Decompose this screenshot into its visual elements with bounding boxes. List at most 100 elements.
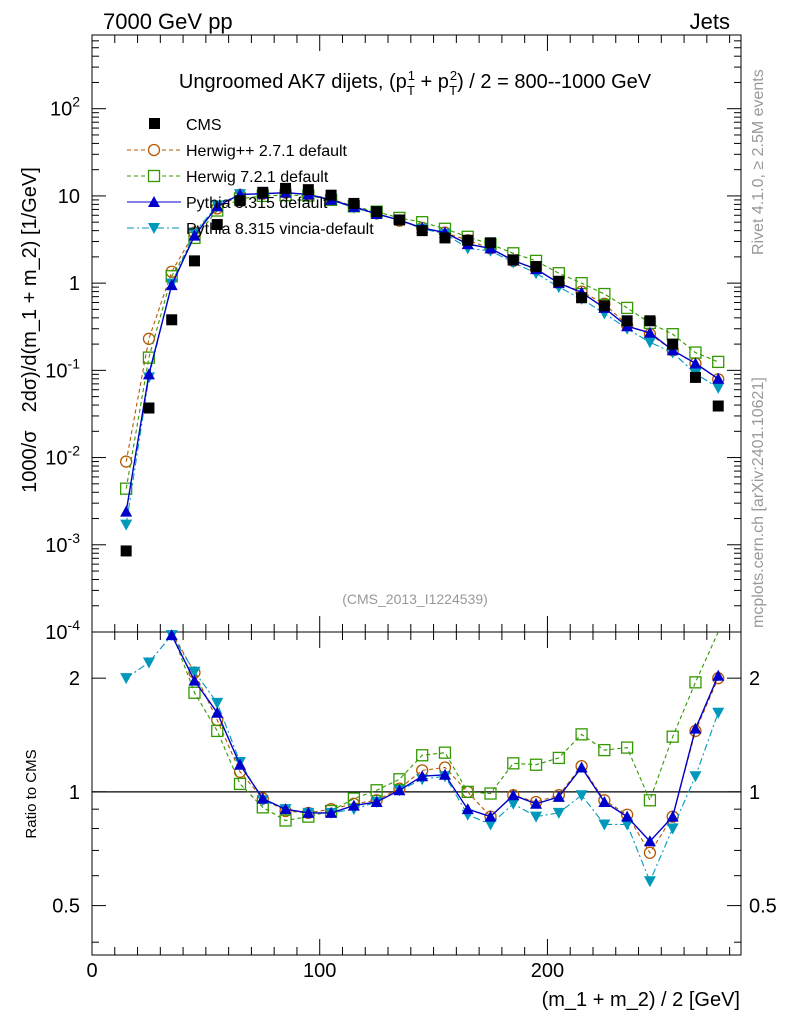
main-point-cms: [644, 315, 656, 327]
main-point-pythia-8-315-default: [120, 505, 133, 517]
main-y-tick-label: 10-2: [45, 443, 80, 470]
ratio-point-pythia-8-315-default: [438, 768, 451, 780]
main-point-cms: [302, 184, 314, 196]
ratio-point-pythia-8-315-default: [575, 761, 588, 773]
ratio-series-herwig-7-2-1-default: [171, 631, 719, 827]
ratio-point-herwig-7-2-1-default: [211, 724, 224, 738]
main-point-herwig-2-7-1-default: [142, 332, 156, 345]
ratio-y-tick-label-right: 0.5: [749, 896, 777, 918]
main-point-cms: [553, 275, 565, 287]
main-point-pythia-8-315-vincia-default: [712, 382, 725, 394]
main-point-cms: [598, 300, 610, 312]
main-point-cms: [439, 232, 451, 244]
ratio-point-pythia-8-315-default: [279, 803, 292, 815]
ratio-point-herwig-2-7-1-default: [643, 846, 657, 859]
legend-label-herwig7: Herwig 7.2.1 default: [186, 169, 329, 186]
ratio-point-pythia-8-315-default: [666, 810, 679, 822]
ratio-point-pythia-8-315-default: [211, 706, 224, 718]
main-point-pythia-8-315-default: [689, 357, 702, 369]
ratio-point-pythia-8-315-vincia-default: [598, 819, 611, 831]
legend-marker-cms: [149, 118, 160, 129]
main-point-cms: [576, 292, 588, 304]
ratio-point-herwig-7-2-1-default: [643, 794, 657, 807]
main-point-cms: [211, 219, 223, 231]
legend-entry-herwigpp: Herwig++ 2.7.1 default: [127, 143, 348, 160]
ratio-point-herwig-7-2-1-default: [416, 749, 429, 762]
main-y-axis-label: 1000/σ2dσ)/d(m_1 + m_2) [1/GeV]: [19, 167, 41, 493]
main-y-tick-label: 10-1: [45, 355, 80, 382]
main-y-tick-label: 10-3: [45, 530, 80, 557]
ratio-point-pythia-8-315-default: [712, 669, 725, 681]
legend-label-vincia: Pythia 8.315 vincia-default: [186, 221, 374, 238]
main-point-cms: [393, 214, 405, 226]
main-point-cms: [120, 545, 132, 557]
ratio-point-pythia-8-315-vincia-default: [120, 673, 133, 685]
rivet-version-label: Rivet 4.1.0, ≥ 2.5M events: [750, 69, 767, 255]
mcplots-url-label: mcplots.cern.ch [arXiv:2401.10621]: [750, 377, 767, 628]
header-left: 7000 GeV pp: [103, 9, 233, 34]
ratio-point-pythia-8-315-default: [689, 722, 702, 734]
ratio-y-tick-label-right: 2: [749, 668, 760, 690]
main-point-cms: [143, 402, 155, 414]
legend-marker-herwigpp: [147, 143, 161, 157]
main-series-cms: [120, 182, 724, 557]
ratio-point-pythia-8-315-vincia-default: [530, 811, 543, 823]
main-line-pythia-8-315-vincia-default: [125, 192, 719, 525]
ratio-point-pythia-8-315-default: [507, 789, 520, 801]
main-line-pythia-8-315-default: [125, 191, 719, 512]
ratio-point-pythia-8-315-default: [598, 796, 611, 808]
main-point-pythia-8-315-default: [188, 229, 201, 241]
main-point-cms: [280, 182, 292, 194]
ratio-point-pythia-8-315-default: [530, 797, 543, 809]
main-point-cms: [325, 189, 337, 201]
ratio-point-pythia-8-315-vincia-default: [188, 666, 201, 678]
main-point-herwig-2-7-1-default: [120, 455, 133, 468]
ratio-point-pythia-8-315-default: [370, 796, 383, 808]
main-series-pythia-8-315-vincia-default: [120, 187, 725, 531]
main-point-cms: [166, 314, 178, 326]
ratio-point-herwig-7-2-1-default: [598, 743, 611, 757]
ratio-y-tick-label: 0.5: [52, 896, 80, 918]
ratio-point-herwig-7-2-1-default: [666, 730, 679, 743]
main-point-pythia-8-315-default: [666, 344, 679, 356]
ratio-point-herwig-7-2-1-default: [507, 757, 520, 770]
legend-label-pythia: Pythia 8.315 default: [186, 195, 328, 212]
legend-entry-cms: CMS: [149, 117, 222, 134]
ratio-point-pythia-8-315-default: [643, 835, 656, 847]
ratio-y-axis-label: Ratio to CMS: [23, 749, 40, 838]
ratio-line-pythia-8-315-vincia-default: [125, 634, 719, 883]
ratio-line-pythia-8-315-default: [171, 634, 719, 843]
main-panel: Ungroomed AK7 dijets, (p1 T + p2 T) / 2 = …: [19, 34, 742, 644]
ratio-point-pythia-8-315-default: [188, 674, 201, 686]
main-series-group: [120, 182, 725, 557]
ratio-point-pythia-8-315-default: [621, 810, 634, 822]
main-point-cms: [416, 225, 428, 237]
x-tick-label: 200: [531, 960, 564, 982]
ratio-point-herwig-7-2-1-default: [620, 741, 634, 754]
ratio-point-pythia-8-315-default: [256, 792, 269, 804]
main-point-cms: [621, 315, 633, 327]
ratio-line-herwig-7-2-1-default: [171, 631, 719, 822]
x-tick-label: 0: [86, 960, 97, 982]
x-axis-label: (m_1 + m_2) / 2 [GeV]: [542, 989, 740, 1011]
ratio-point-pythia-8-315-default: [302, 806, 315, 818]
main-point-pythia-8-315-vincia-default: [120, 519, 133, 531]
ratio-point-pythia-8-315-default: [416, 770, 429, 782]
ratio-y-tick-label: 1: [69, 782, 80, 804]
main-y-tick-label: 10-4: [45, 617, 80, 644]
ratio-point-herwig-7-2-1-default: [438, 746, 452, 759]
main-y-ticks: 10-4 10-3 10-2 10-1 1 10 102: [45, 34, 741, 644]
ratio-series-herwig-2-7-1-default: [171, 631, 725, 859]
main-point-pythia-8-315-default: [142, 368, 155, 380]
ratio-point-pythia-8-315-vincia-default: [712, 707, 725, 719]
main-point-cms: [667, 338, 679, 350]
main-point-cms: [234, 195, 246, 207]
ratio-point-pythia-8-315-default: [484, 810, 497, 822]
ratio-point-pythia-8-315-default: [393, 784, 406, 796]
main-point-cms: [188, 255, 200, 267]
main-point-cms: [371, 206, 383, 218]
ratio-ticks: 0 100 200 0.5 0.5 1 1 2 2: [52, 632, 777, 982]
ratio-point-herwig-7-2-1-default: [689, 676, 702, 689]
legend-label-cms: CMS: [186, 117, 222, 134]
